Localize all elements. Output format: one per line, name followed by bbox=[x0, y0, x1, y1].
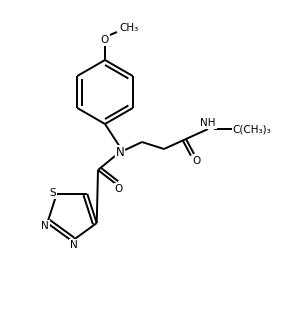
Text: NH: NH bbox=[200, 118, 216, 128]
Text: N: N bbox=[70, 240, 78, 250]
Text: O: O bbox=[101, 35, 109, 45]
Text: O: O bbox=[193, 156, 201, 166]
Text: CH₃: CH₃ bbox=[119, 23, 138, 33]
Text: S: S bbox=[49, 188, 56, 198]
Text: N: N bbox=[116, 146, 124, 158]
Text: O: O bbox=[115, 184, 123, 194]
Text: C(CH₃)₃: C(CH₃)₃ bbox=[233, 124, 271, 134]
Text: N: N bbox=[41, 221, 49, 231]
